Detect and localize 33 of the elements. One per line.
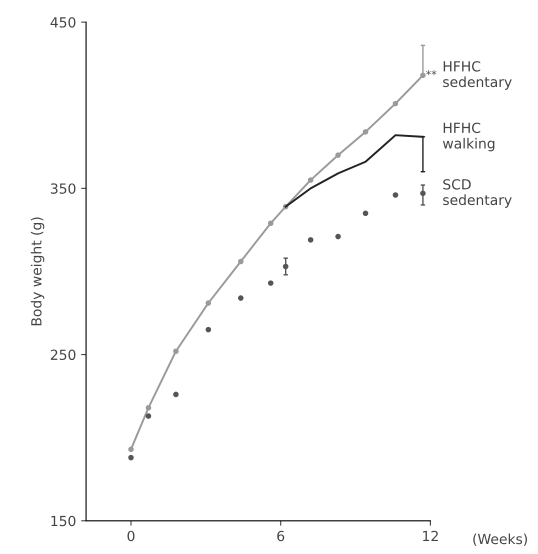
x-tick-label: 0 <box>127 530 134 542</box>
point <box>238 295 244 301</box>
point <box>335 152 341 158</box>
y-tick-label: 150 <box>51 516 76 526</box>
series-label: HFHC walking <box>442 122 494 152</box>
point <box>206 326 212 332</box>
annotation: ** <box>426 70 436 76</box>
point <box>128 446 134 452</box>
point <box>146 413 152 419</box>
point <box>128 454 134 460</box>
point <box>335 234 341 240</box>
point <box>173 348 179 354</box>
point <box>238 258 244 264</box>
y-tick-label: 450 <box>50 17 76 28</box>
y-axis-title: Body weight (g) <box>30 217 44 326</box>
point <box>392 192 398 198</box>
point <box>392 100 398 106</box>
y-tick-label: 250 <box>50 350 76 360</box>
point <box>362 129 368 135</box>
point <box>173 392 179 398</box>
y-tick-label: 350 <box>50 183 76 194</box>
series-label: SCD sedentary <box>443 179 512 208</box>
series-label: HFHC sedentary <box>443 61 512 90</box>
point <box>308 237 314 243</box>
x-tick-label: 12 <box>423 530 438 542</box>
point <box>268 220 274 226</box>
point <box>146 404 152 411</box>
x-tick-label: 6 <box>277 530 284 542</box>
point <box>206 300 212 306</box>
x-axis-title: (Weeks) <box>473 533 527 546</box>
point <box>308 177 314 183</box>
point <box>268 280 274 286</box>
point <box>362 210 368 216</box>
